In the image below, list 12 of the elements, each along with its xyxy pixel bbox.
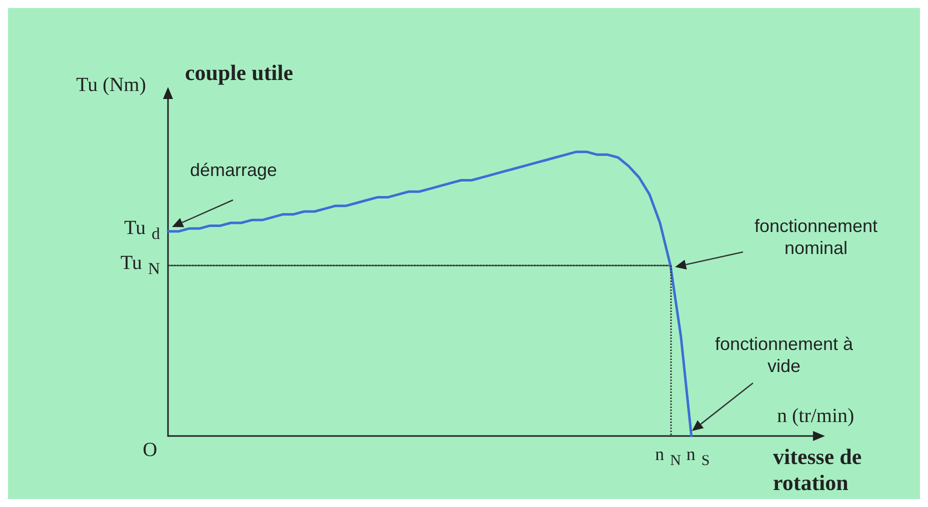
- text: O: [142, 438, 158, 462]
- text: Tu$_{d}$: [124, 216, 160, 244]
- text: couple utile: [185, 60, 294, 86]
- x-axis-title: n (tr/min): [777, 405, 854, 427]
- annotation: fonctionnement à vide: [714, 334, 854, 378]
- text: n$_{N}$: [655, 444, 681, 469]
- text: Tu$_{N}$: [120, 251, 160, 279]
- y-axis-title: Tu (Nm): [76, 74, 146, 96]
- annotation: démarrage: [190, 160, 278, 182]
- text: vitesse de rotation: [773, 444, 863, 497]
- text: n$_{S}$: [686, 444, 710, 469]
- annotation: fonctionnement nominal: [753, 216, 879, 260]
